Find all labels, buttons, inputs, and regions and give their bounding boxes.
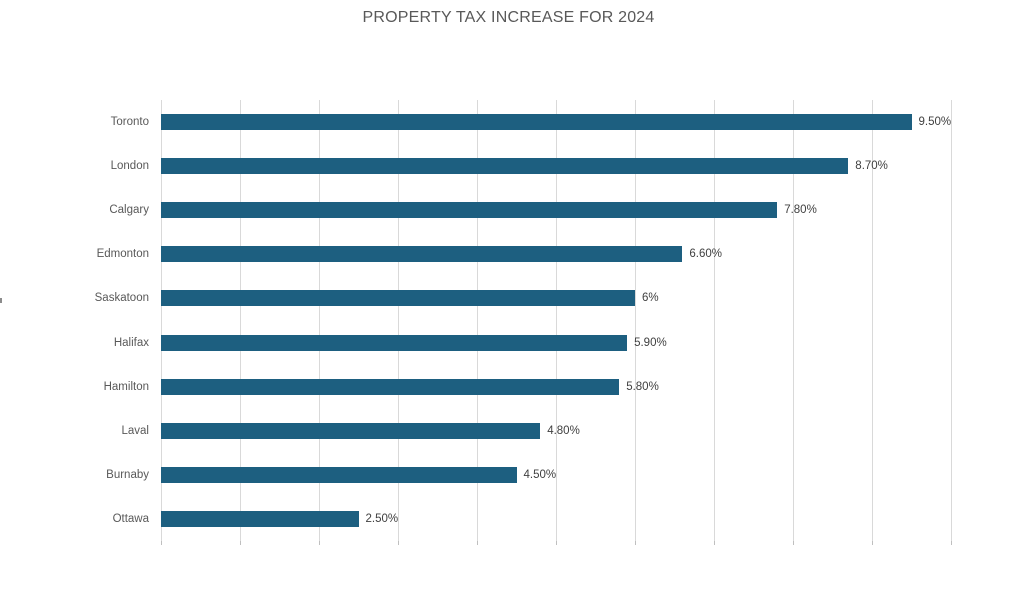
category-label-halifax: Halifax	[113, 336, 149, 349]
gridline	[635, 100, 636, 541]
gridline	[714, 100, 715, 541]
chart-title: PROPERTY TAX INCREASE FOR 2024	[362, 9, 655, 26]
value-label-saskatoon: 6%	[642, 292, 659, 305]
gridline	[477, 100, 478, 541]
x-axis-tick	[319, 541, 320, 545]
x-axis-tick	[161, 541, 162, 545]
bar-ottawa	[161, 510, 359, 527]
gridline	[240, 100, 241, 541]
category-label-hamilton: Hamilton	[103, 380, 149, 393]
category-label-laval: Laval	[121, 424, 150, 437]
x-axis-tick	[477, 541, 478, 545]
bar-edmonton	[161, 246, 683, 263]
category-label-london: London	[110, 160, 149, 173]
bar-saskatoon	[161, 290, 635, 307]
x-axis-tick	[635, 541, 636, 545]
bar-london	[161, 158, 849, 175]
gridline	[319, 100, 320, 541]
x-axis-tick	[951, 541, 952, 545]
value-label-calgary: 7.80%	[784, 204, 817, 217]
category-label-calgary: Calgary	[109, 204, 149, 217]
bar-calgary	[161, 202, 778, 219]
value-label-london: 8.70%	[855, 160, 888, 173]
gridline	[872, 100, 873, 541]
gridline	[398, 100, 399, 541]
gridline	[161, 100, 162, 541]
value-label-ottawa: 2.50%	[365, 512, 399, 525]
value-label-halifax: 5.90%	[634, 336, 667, 349]
bar-hamilton	[161, 378, 620, 395]
gridline	[951, 100, 952, 541]
value-label-burnaby: 4.50%	[523, 468, 557, 481]
category-label-saskatoon: Saskatoon	[94, 292, 149, 305]
value-label-toronto: 9.50%	[918, 116, 952, 129]
plot-area: Toronto 9.50% London 8.70% Calgary 7.80% Edmon…	[95, 100, 952, 545]
category-label-toronto: Toronto	[110, 116, 149, 129]
bar-halifax	[161, 334, 628, 351]
value-label-laval: 4.80%	[547, 424, 580, 437]
value-label-hamilton: 5.80%	[626, 380, 659, 393]
bar-toronto	[161, 114, 912, 131]
category-label-edmonton: Edmonton	[96, 248, 149, 261]
value-label-edmonton: 6.60%	[689, 248, 722, 261]
category-label-burnaby: Burnaby	[106, 468, 149, 481]
category-label-ottawa: Ottawa	[112, 512, 149, 525]
x-axis-tick	[793, 541, 794, 545]
bar-burnaby	[161, 466, 517, 483]
x-axis-tick	[872, 541, 873, 545]
clipped-axis-title-artifact	[0, 298, 2, 303]
x-axis-tick	[556, 541, 557, 545]
x-axis-tick	[398, 541, 399, 545]
x-axis-tick	[714, 541, 715, 545]
x-axis-tick	[240, 541, 241, 545]
gridline	[793, 100, 794, 541]
bar-laval	[161, 422, 541, 439]
gridline	[556, 100, 557, 541]
